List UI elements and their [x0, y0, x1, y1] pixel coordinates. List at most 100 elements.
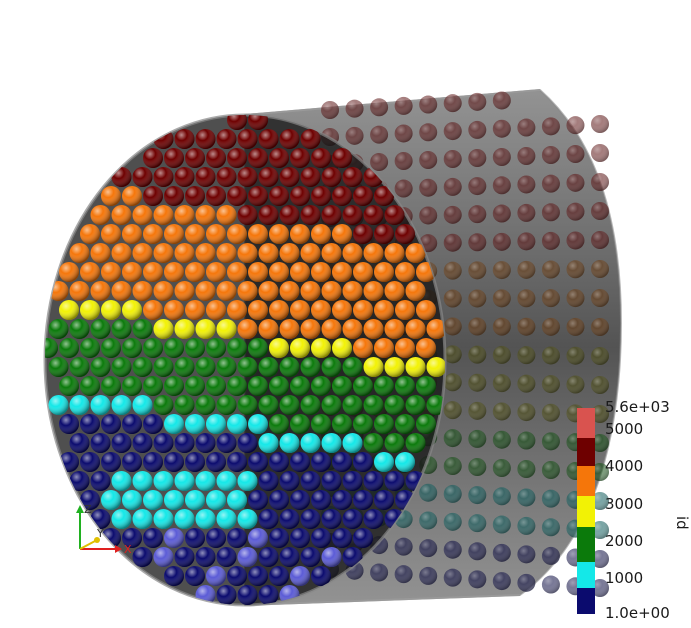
- particle-shading: [143, 452, 163, 472]
- particle-shading: [374, 300, 394, 320]
- particle-shading: [517, 317, 536, 336]
- particle-shading: [269, 262, 289, 282]
- particle-shading: [258, 167, 279, 187]
- particle-shading: [132, 167, 153, 187]
- particle-shading: [164, 148, 184, 168]
- particle-shading: [290, 414, 310, 434]
- particle-shading: [143, 186, 163, 206]
- particle-shading: [258, 205, 279, 225]
- particle-shading: [122, 338, 142, 358]
- particle-shading: [591, 202, 609, 220]
- particle-shading: [591, 376, 609, 394]
- particle-shading: [290, 452, 310, 472]
- particle-shading: [591, 115, 609, 133]
- y-axis-label: Y: [96, 527, 104, 540]
- particle-shading: [80, 300, 100, 320]
- particle-shading: [395, 224, 415, 244]
- particle-shading: [279, 395, 300, 415]
- particle-shading: [541, 289, 560, 308]
- particle-shading: [269, 566, 289, 586]
- particle-shading: [342, 433, 363, 453]
- particle-shading: [416, 300, 436, 320]
- particle-shading: [517, 403, 536, 422]
- particle-shading: [269, 338, 289, 358]
- particle-shading: [468, 345, 487, 364]
- particle-shading: [468, 373, 487, 392]
- particle-shading: [111, 357, 132, 377]
- particle-shading: [416, 414, 436, 434]
- particle-shading: [345, 99, 364, 118]
- particle-shading: [311, 528, 331, 548]
- particle-shading: [111, 205, 132, 225]
- particle-shading: [384, 205, 405, 225]
- particle-shading: [80, 376, 100, 396]
- particle-shading: [492, 345, 511, 364]
- particle-shading: [395, 338, 415, 358]
- particle-shading: [566, 116, 585, 135]
- particle-shading: [443, 540, 462, 559]
- particle-shading: [300, 395, 321, 415]
- particle-shading: [405, 357, 426, 377]
- particle-shading: [566, 260, 585, 279]
- particle-shading: [468, 205, 487, 224]
- particle-shading: [237, 281, 258, 301]
- particle-shading: [279, 547, 300, 567]
- particle-shading: [237, 243, 258, 263]
- particle-shading: [290, 148, 310, 168]
- particle-shading: [122, 528, 142, 548]
- particle-shading: [122, 300, 142, 320]
- particle-shading: [419, 539, 438, 558]
- particle-shading: [332, 414, 352, 434]
- particle-shading: [591, 521, 609, 539]
- particle-shading: [541, 489, 560, 508]
- particle-shading: [164, 566, 184, 586]
- particle-shading: [492, 91, 511, 110]
- particle-shading: [248, 566, 268, 586]
- particle-shading: [353, 528, 373, 548]
- particle-shading: [164, 186, 184, 206]
- particle-shading: [468, 177, 487, 196]
- particle-shading: [195, 395, 216, 415]
- particle-shading: [206, 376, 226, 396]
- particle-shading: [122, 414, 142, 434]
- particle-shading: [269, 414, 289, 434]
- particle-shading: [248, 376, 268, 396]
- particle-shading: [237, 509, 258, 529]
- particle-shading: [468, 120, 487, 139]
- particle-shading: [164, 224, 184, 244]
- particle-shading: [492, 261, 511, 280]
- particle-shading: [59, 338, 79, 358]
- particle-shading: [541, 546, 560, 565]
- particle-shading: [164, 376, 184, 396]
- particle-shading: [143, 528, 163, 548]
- particle-shading: [206, 452, 226, 472]
- particle-shading: [80, 414, 100, 434]
- particle-shading: [269, 148, 289, 168]
- particle-shading: [492, 289, 511, 308]
- particle-shading: [279, 243, 300, 263]
- particle-shading: [384, 395, 405, 415]
- particle-shading: [300, 547, 321, 567]
- particle-shading: [353, 452, 373, 472]
- particle-shading: [216, 281, 237, 301]
- particle-shading: [227, 186, 247, 206]
- particle-shading: [300, 281, 321, 301]
- particle-shading: [258, 395, 279, 415]
- particle-shading: [374, 452, 394, 472]
- particle-shading: [290, 376, 310, 396]
- particle-shading: [111, 433, 132, 453]
- particle-shading: [227, 338, 247, 358]
- particle-shading: [153, 281, 174, 301]
- particle-shading: [101, 376, 121, 396]
- particle-shading: [311, 414, 331, 434]
- particle-shading: [591, 434, 609, 452]
- particle-shading: [90, 319, 111, 339]
- particle-shading: [468, 429, 487, 448]
- particle-shading: [517, 175, 536, 194]
- particle-shading: [164, 528, 184, 548]
- particle-shading: [541, 260, 560, 279]
- particle-shading: [164, 452, 184, 472]
- particle-shading: [101, 300, 121, 320]
